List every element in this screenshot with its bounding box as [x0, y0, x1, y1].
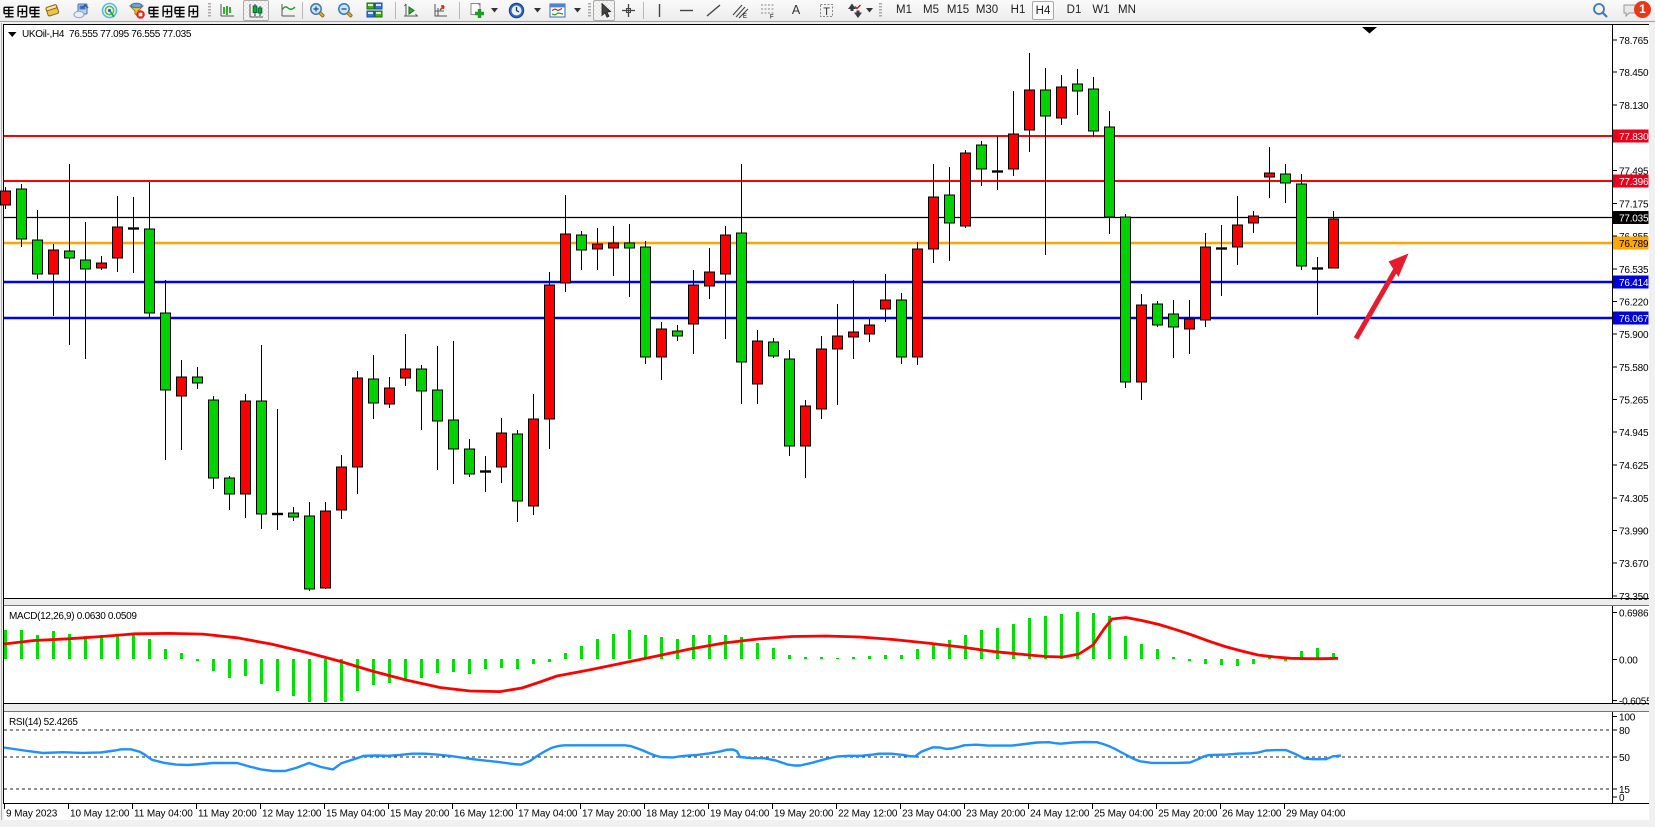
svg-text:24 May 12:00: 24 May 12:00 — [1030, 809, 1090, 820]
svg-text:76.414: 76.414 — [1619, 278, 1649, 289]
svg-text:0: 0 — [1619, 793, 1625, 804]
svg-text:17 May 20:00: 17 May 20:00 — [582, 809, 642, 820]
svg-text:75.900: 75.900 — [1619, 330, 1649, 341]
svg-text:26 May 12:00: 26 May 12:00 — [1222, 809, 1282, 820]
svg-text:25 May 20:00: 25 May 20:00 — [1158, 809, 1218, 820]
svg-text:76.067: 76.067 — [1619, 314, 1649, 325]
svg-text:73.350: 73.350 — [1619, 592, 1649, 603]
svg-text:E: E — [743, 14, 747, 19]
svg-text:15 May 04:00: 15 May 04:00 — [326, 809, 386, 820]
svg-text:11 May 20:00: 11 May 20:00 — [198, 809, 257, 820]
svg-text:0.00: 0.00 — [1619, 656, 1638, 667]
svg-text:76.789: 76.789 — [1619, 239, 1649, 250]
svg-text:25 May 04:00: 25 May 04:00 — [1094, 809, 1154, 820]
svg-text:0.6986: 0.6986 — [1619, 609, 1649, 620]
svg-text:9 May 2023: 9 May 2023 — [6, 809, 58, 820]
svg-text:77.035: 77.035 — [1619, 214, 1649, 225]
svg-text:100: 100 — [1619, 713, 1636, 724]
svg-text:77.396: 77.396 — [1619, 177, 1649, 188]
svg-text:74.625: 74.625 — [1619, 461, 1649, 472]
svg-text:76.220: 76.220 — [1619, 298, 1649, 309]
svg-text:F: F — [770, 15, 774, 20]
svg-text:RSI(14) 52.4265: RSI(14) 52.4265 — [9, 717, 78, 728]
svg-text:78.130: 78.130 — [1619, 101, 1649, 112]
svg-text:23 May 04:00: 23 May 04:00 — [902, 809, 962, 820]
svg-text:74.945: 74.945 — [1619, 428, 1649, 439]
svg-text:29 May 04:00: 29 May 04:00 — [1286, 809, 1346, 820]
svg-text:19 May 20:00: 19 May 20:00 — [774, 809, 834, 820]
svg-text:78.765: 78.765 — [1619, 36, 1649, 47]
svg-text:74.305: 74.305 — [1619, 494, 1649, 505]
svg-text:11 May 04:00: 11 May 04:00 — [134, 809, 193, 820]
svg-text:MACD(12,26,9) 0.0630 0.0509: MACD(12,26,9) 0.0630 0.0509 — [9, 611, 137, 622]
svg-text:10 May 12:00: 10 May 12:00 — [70, 809, 130, 820]
svg-text:75.265: 75.265 — [1619, 396, 1649, 407]
svg-text:22 May 12:00: 22 May 12:00 — [838, 809, 898, 820]
svg-text:76.535: 76.535 — [1619, 265, 1649, 276]
svg-text:50: 50 — [1619, 753, 1630, 764]
svg-text:77.495: 77.495 — [1619, 167, 1649, 178]
svg-text:73.990: 73.990 — [1619, 527, 1649, 538]
svg-text:23 May 20:00: 23 May 20:00 — [966, 809, 1026, 820]
svg-text:78.450: 78.450 — [1619, 68, 1649, 79]
svg-text:T: T — [823, 6, 830, 18]
svg-text:-0.6055: -0.6055 — [1619, 697, 1652, 708]
svg-text:18 May 12:00: 18 May 12:00 — [646, 809, 706, 820]
svg-text:19 May 04:00: 19 May 04:00 — [710, 809, 770, 820]
svg-text:16 May 12:00: 16 May 12:00 — [454, 809, 514, 820]
svg-text:15 May 20:00: 15 May 20:00 — [390, 809, 450, 820]
svg-text:80: 80 — [1619, 726, 1630, 737]
svg-text:17 May 04:00: 17 May 04:00 — [518, 809, 578, 820]
svg-text:UKOil-,H4 76.555 77.095 76.55: UKOil-,H4 76.555 77.095 76.555 77.035 — [22, 29, 192, 40]
svg-text:73.670: 73.670 — [1619, 559, 1649, 570]
svg-text:12 May 12:00: 12 May 12:00 — [262, 809, 322, 820]
svg-text:75.580: 75.580 — [1619, 363, 1649, 374]
svg-text:77.830: 77.830 — [1619, 132, 1649, 143]
svg-text:77.175: 77.175 — [1619, 200, 1649, 211]
svg-text:15: 15 — [1619, 785, 1630, 796]
